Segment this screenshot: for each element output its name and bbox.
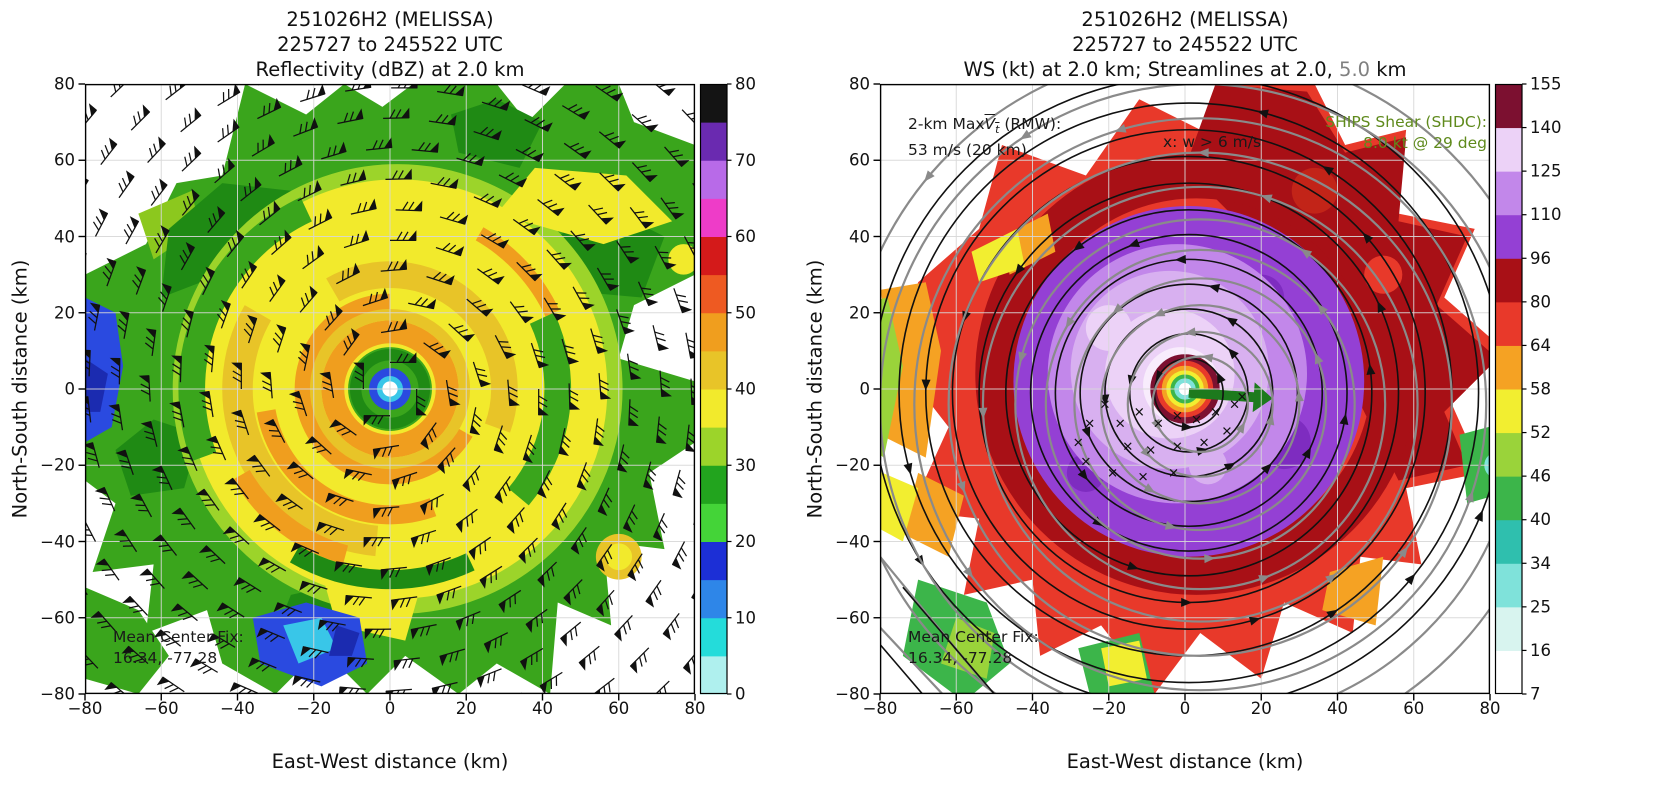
y-tick-label: 0	[859, 379, 871, 399]
y-tick-label: 20	[849, 303, 870, 323]
y-tick-label: 60	[54, 150, 75, 170]
windspeed-colorbar: 7 16 25 34 40 46 52 58 64 80 96 110 125 140 155	[1494, 75, 1562, 704]
colorbar-tick-label: 50	[735, 303, 756, 322]
x-tick-label: −20	[296, 699, 332, 718]
rmw-annotation: 2-km MaxVt (RMW): 53 m/s (20 km)	[908, 114, 1061, 161]
center-fix-label: Mean Center Fix:	[908, 628, 1039, 646]
colorbar-tick-label: 58	[1530, 380, 1551, 399]
colorbar-tick-label: 110	[1530, 205, 1562, 224]
colorbar-tick-label: 10	[735, 608, 756, 627]
x-tick-label: 0	[384, 699, 396, 718]
panel-title: 251026H2 (MELISSA) 225727 to 245522 UTC …	[880, 7, 1490, 82]
x-tick-label: 60	[608, 699, 630, 718]
x-tick-label: −60	[143, 699, 179, 718]
y-tick-label: −60	[40, 608, 75, 628]
title-line-field: Reflectivity (dBZ) at 2.0 km	[255, 58, 525, 81]
x-tick-label: 80	[1479, 699, 1501, 718]
y-tick-label: 0	[64, 379, 76, 399]
shear-label: SHIPS Shear (SHDC):	[1325, 113, 1487, 131]
y-tick-label: 40	[849, 227, 870, 246]
x-tick-label: 40	[532, 699, 553, 718]
colorbar-tick-label: 80	[1530, 292, 1551, 311]
colorbar-tick-label: 52	[1530, 423, 1551, 442]
y-tick-labels: −80 −60 −40 −20 0 20 40 60 80	[795, 75, 874, 704]
x-tick-label: 40	[1327, 699, 1348, 718]
colorbar-tick-label: 40	[1530, 510, 1551, 529]
rmw-line1: 2-km MaxVt (RMW):	[908, 115, 1062, 137]
center-fix-label: Mean Center Fix:	[113, 628, 244, 646]
title-line-time: 225727 to 245522 UTC	[277, 33, 503, 56]
x-tick-label: 80	[684, 699, 706, 718]
y-tick-label: −20	[835, 455, 870, 475]
center-fix-annotation: Mean Center Fix: 16.34, -77.28	[113, 627, 244, 669]
colorbar-tick-label: 60	[735, 227, 756, 246]
title-line-storm: 251026H2 (MELISSA)	[286, 8, 494, 31]
x-tick-label: −80	[67, 699, 103, 718]
colorbar-tick-label: 155	[1530, 75, 1562, 94]
y-tick-label: −80	[40, 684, 75, 704]
rmw-line2: 53 m/s (20 km)	[908, 141, 1027, 160]
colorbar-tick-label: 16	[1530, 641, 1551, 660]
colorbar-tick-label: 80	[735, 75, 756, 94]
y-tick-label: −20	[40, 455, 75, 475]
colorbar-tick-label: 0	[735, 685, 746, 704]
title-5km-gray: 5.0	[1339, 58, 1371, 81]
colorbar-tick-label: 40	[735, 380, 756, 399]
y-tick-label: 80	[849, 74, 870, 94]
center-fix-annotation: Mean Center Fix: 16.34, -77.28	[908, 627, 1039, 669]
x-tick-label: 20	[455, 699, 477, 718]
colorbar-tick-label: 46	[1530, 467, 1551, 486]
x-axis-label: East-West distance (km)	[271, 750, 509, 773]
x-tick-label: −80	[862, 699, 898, 718]
windspeed-map	[873, 83, 1491, 701]
x-axis-label: East-West distance (km)	[1066, 750, 1304, 773]
colorbar-tick-label: 34	[1530, 554, 1551, 573]
vt-symbol: Vt	[984, 115, 1000, 137]
reflectivity-colorbar: 0 10 20 30 40 50 60 70 80	[699, 75, 756, 704]
colorbar-tick-label: 25	[1530, 597, 1551, 616]
center-fix-coords: 16.34, -77.28	[908, 649, 1013, 667]
y-tick-labels: −80 −60 −40 −20 0 20 40 60 80	[0, 75, 79, 704]
y-tick-label: −60	[835, 608, 870, 628]
ships-shear-annotation: SHIPS Shear (SHDC): 8.0 kt @ 29 deg	[1275, 112, 1487, 154]
x-tick-label: 60	[1403, 699, 1425, 718]
x-tick-label: −60	[938, 699, 974, 718]
colorbar-tick-label: 96	[1530, 249, 1551, 268]
colorbar-tick-label: 30	[735, 456, 756, 475]
y-tick-label: 20	[54, 303, 75, 323]
colorbar-tick-label: 7	[1530, 685, 1541, 704]
y-tick-label: 40	[54, 227, 75, 246]
title-line-field: WS (kt) at 2.0 km; Streamlines at 2.0, 5…	[963, 58, 1407, 81]
x-tick-labels: −80 −60 −40 −20 0 20 40 60 80	[863, 699, 1501, 719]
panel-reflectivity: 251026H2 (MELISSA) 225727 to 245522 UTC …	[0, 0, 795, 796]
x-tick-label: −20	[1091, 699, 1127, 718]
panel-windspeed: 251026H2 (MELISSA) 225727 to 245522 UTC …	[795, 0, 1658, 796]
shear-value: 8.0 kt @ 29 deg	[1363, 134, 1487, 152]
title-line-time: 225727 to 245522 UTC	[1072, 33, 1298, 56]
y-tick-label: −80	[835, 684, 870, 704]
x-t icks-labels: −80 −60 −40 −20 0 20 40 60 80	[68, 699, 706, 719]
colorbar-tick-label: 140	[1530, 118, 1562, 137]
panel-title: 251026H2 (MELISSA) 225727 to 245522 UTC …	[85, 7, 695, 82]
title-line-storm: 251026H2 (MELISSA)	[1081, 8, 1289, 31]
y-tick-label: 60	[849, 150, 870, 170]
updraft-legend: x: w > 6 m/s	[1163, 133, 1262, 151]
colorbar-tick-label: 70	[735, 151, 756, 170]
y-tick-label: 80	[54, 74, 75, 94]
colorbar-tick-label: 125	[1530, 162, 1562, 181]
y-tick-label: −40	[835, 532, 870, 551]
x-tick-label: −40	[1015, 699, 1050, 718]
x-tick-label: 20	[1250, 699, 1272, 718]
reflectivity-map	[78, 83, 696, 701]
colorbar-tick-label: 64	[1530, 336, 1551, 355]
x-tick-label: 0	[1179, 699, 1191, 718]
y-tick-label: −40	[40, 532, 75, 551]
colorbar-tick-label: 20	[735, 532, 756, 551]
center-fix-coords: 16.34, -77.28	[113, 649, 218, 667]
x-tick-label: −40	[220, 699, 255, 718]
